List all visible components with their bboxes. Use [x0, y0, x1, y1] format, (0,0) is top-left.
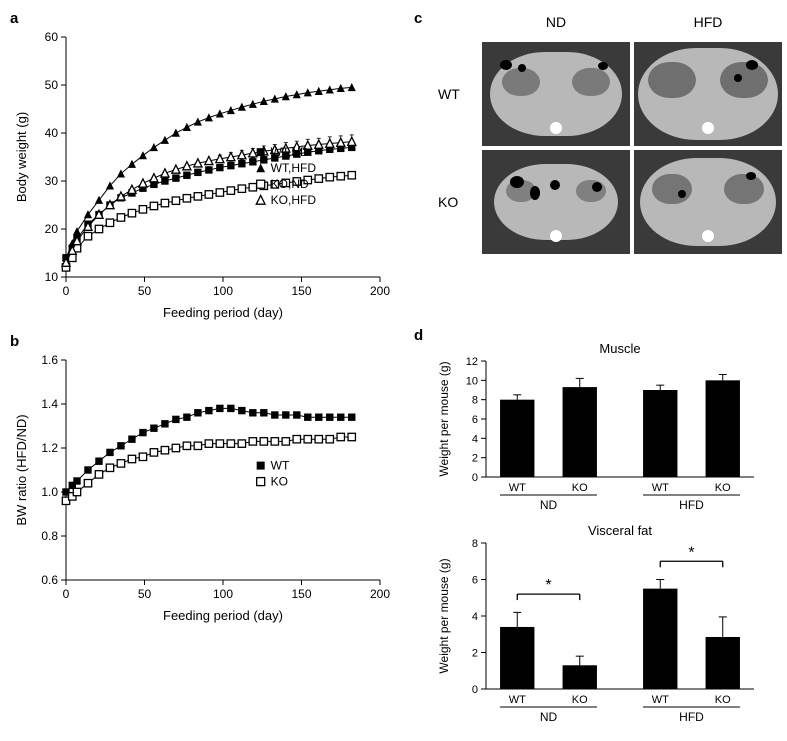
- panel-a-label: a: [10, 10, 400, 27]
- svg-text:KO,HFD: KO,HFD: [271, 193, 317, 207]
- svg-text:0.6: 0.6: [41, 573, 58, 587]
- svg-text:WT: WT: [652, 482, 669, 494]
- svg-text:20: 20: [45, 222, 59, 236]
- svg-text:HFD: HFD: [679, 498, 704, 512]
- svg-text:KO: KO: [715, 482, 731, 494]
- svg-text:0: 0: [63, 587, 70, 601]
- panel-d-label: d: [414, 327, 423, 344]
- svg-text:4: 4: [472, 611, 478, 623]
- svg-text:50: 50: [45, 78, 59, 92]
- panel-d-muscle-chart: 0 2 4 6 8 10 12 Muscle Weight per mouse (g) WT KO W…: [434, 339, 764, 519]
- svg-text:0: 0: [472, 472, 478, 484]
- svg-text:ND: ND: [540, 710, 558, 724]
- svg-text:4: 4: [472, 433, 478, 445]
- svg-text:0.8: 0.8: [41, 529, 58, 543]
- ct-wt-hfd: [634, 42, 782, 146]
- svg-text:8: 8: [472, 395, 478, 407]
- ct-col-nd: ND: [482, 14, 630, 38]
- svg-text:100: 100: [213, 587, 233, 601]
- svg-text:150: 150: [291, 587, 311, 601]
- svg-text:WT,HFD: WT,HFD: [271, 161, 317, 175]
- panel-b-label: b: [10, 333, 400, 350]
- ct-grid: ND HFD WT KO: [438, 14, 778, 254]
- panel-d-fat-chart: 0 2 4 6 8 Visceral fat Weight per mouse (g) WT K…: [434, 521, 764, 731]
- svg-text:KO,ND: KO,ND: [271, 177, 309, 191]
- ct-wt-nd: [482, 42, 630, 146]
- svg-text:1.2: 1.2: [41, 441, 58, 455]
- svg-text:Weight per mouse (g): Weight per mouse (g): [437, 361, 451, 476]
- svg-text:50: 50: [138, 587, 152, 601]
- svg-text:8: 8: [472, 538, 478, 550]
- ct-row-wt: WT: [438, 42, 478, 146]
- svg-text:KO: KO: [572, 482, 588, 494]
- svg-text:KO: KO: [572, 694, 588, 706]
- svg-text:KO: KO: [271, 475, 288, 489]
- ct-row-ko: KO: [438, 150, 478, 254]
- svg-text:KO: KO: [715, 694, 731, 706]
- panel-a: a 0 50 100 150 200 10 20 30 40 50 60 Feeding period…: [10, 10, 400, 327]
- svg-text:50: 50: [138, 284, 152, 298]
- svg-text:10: 10: [45, 270, 59, 284]
- svg-text:30: 30: [45, 174, 59, 188]
- svg-text:2: 2: [472, 453, 478, 465]
- svg-text:100: 100: [213, 284, 233, 298]
- panel-c: c ND HFD WT KO: [408, 10, 778, 327]
- svg-text:1.4: 1.4: [41, 397, 58, 411]
- svg-text:150: 150: [291, 284, 311, 298]
- svg-text:1.6: 1.6: [41, 353, 58, 367]
- svg-text:200: 200: [370, 284, 390, 298]
- svg-text:*: *: [545, 577, 551, 594]
- figure-grid: a 050100150200102030405060Feeding period…: [10, 10, 777, 731]
- svg-text:2: 2: [472, 648, 478, 660]
- ct-col-hfd: HFD: [634, 14, 782, 38]
- svg-text:200: 200: [370, 587, 390, 601]
- svg-text:0: 0: [63, 284, 70, 298]
- svg-text:40: 40: [45, 126, 59, 140]
- ct-ko-nd: [482, 150, 630, 254]
- svg-text:6: 6: [472, 414, 478, 426]
- svg-text:HFD: HFD: [679, 710, 704, 724]
- svg-text:WT,ND: WT,ND: [271, 145, 309, 159]
- svg-text:12: 12: [466, 356, 478, 368]
- svg-text:WT: WT: [652, 694, 669, 706]
- svg-text:60: 60: [45, 30, 59, 44]
- svg-text:Muscle: Muscle: [599, 341, 640, 356]
- svg-text:WT: WT: [271, 459, 290, 473]
- svg-text:ND: ND: [540, 498, 558, 512]
- svg-text:10: 10: [466, 375, 478, 387]
- svg-text:Visceral fat: Visceral fat: [588, 523, 652, 538]
- svg-text:WT: WT: [509, 482, 526, 494]
- svg-text:Feeding period (day): Feeding period (day): [163, 608, 283, 623]
- svg-text:6: 6: [472, 575, 478, 587]
- panel-d: d 024681012MuscleWeight per mouse (g)WTK…: [408, 333, 778, 731]
- ct-ko-hfd: [634, 150, 782, 254]
- panel-b: b 0 50 100 150 200 0.6 0.8 1.0 1.2 1.4 1.6 Feeding …: [10, 333, 400, 731]
- svg-text:WT: WT: [509, 694, 526, 706]
- svg-text:BW ratio (HFD/ND): BW ratio (HFD/ND): [14, 414, 29, 525]
- svg-text:Weight per mouse (g): Weight per mouse (g): [437, 558, 451, 673]
- panel-c-label: c: [414, 10, 422, 27]
- svg-text:*: *: [688, 544, 694, 561]
- panel-a-chart: 0 50 100 150 200 10 20 30 40 50 60 Feeding period (…: [10, 27, 390, 327]
- svg-text:Feeding period (day): Feeding period (day): [163, 305, 283, 320]
- svg-text:1.0: 1.0: [41, 485, 58, 499]
- panel-b-chart: 0 50 100 150 200 0.6 0.8 1.0 1.2 1.4 1.6 Feeding pe…: [10, 350, 390, 630]
- svg-text:Body weight (g): Body weight (g): [14, 112, 29, 202]
- svg-text:0: 0: [472, 684, 478, 696]
